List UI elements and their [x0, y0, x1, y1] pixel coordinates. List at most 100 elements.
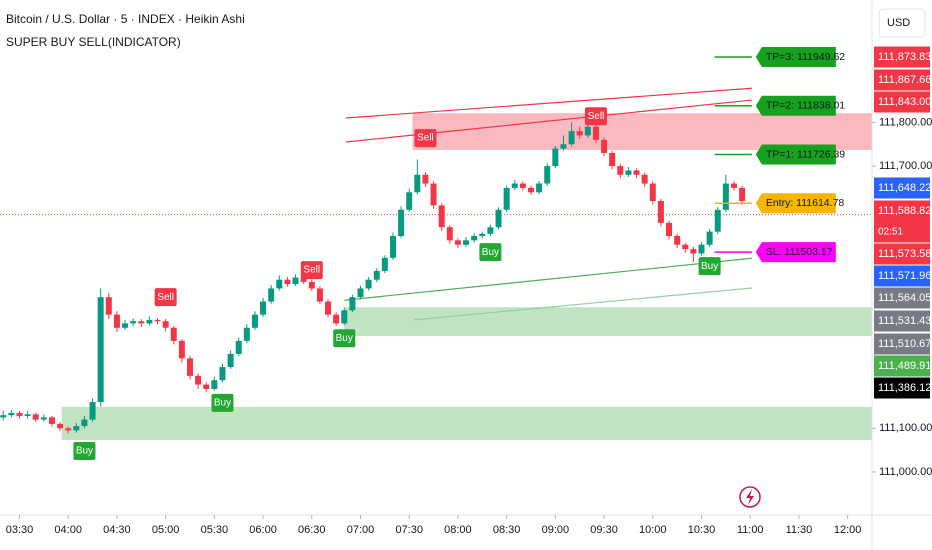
x-tick-label: 03:30 [6, 524, 34, 536]
candle-body [97, 297, 104, 403]
candle-body [300, 277, 307, 282]
candle-body [325, 301, 332, 315]
level-box [755, 46, 836, 67]
y-tick-label: 111,100.00 [879, 422, 932, 434]
level-label: TP=1: 111726.39 [766, 148, 845, 160]
price-label-text: 111,867.66 [878, 74, 931, 86]
y-tick-label: 111,000.00 [879, 466, 932, 478]
candle-body [633, 170, 640, 175]
signal-label: Buy [73, 442, 96, 461]
signal-box [73, 442, 96, 461]
candle-body [463, 240, 470, 245]
x-tick-label: 09:30 [590, 524, 618, 536]
price-label-box [874, 355, 930, 377]
price-label-text: 111,489.91 [878, 360, 931, 372]
candle-body [57, 423, 64, 429]
candle-body [292, 277, 299, 285]
candle-body [625, 170, 632, 175]
candle-body [609, 152, 616, 167]
candle-body [8, 412, 15, 416]
candle-body [479, 233, 486, 236]
candle-body [276, 279, 283, 289]
candle-body [487, 227, 494, 234]
candle-body [24, 414, 31, 417]
candle-body [113, 314, 120, 328]
price-label-box [874, 177, 930, 199]
price-label: 111,873.83 [874, 46, 931, 68]
x-tick-label: 12:00 [834, 524, 862, 536]
price-label: 111,531.43 [874, 310, 931, 332]
candle-body [365, 279, 372, 289]
candle-body [316, 288, 323, 302]
signal-label: Buy [333, 329, 356, 348]
price-label: 111,573.58 [874, 243, 931, 265]
price-label: 111,564.05 [874, 287, 931, 309]
candle-body [552, 148, 559, 167]
price-label-text: 111,564.05 [878, 292, 931, 304]
countdown: 02:51 [878, 227, 903, 238]
candle-body [170, 327, 177, 341]
price-label-text: 111,386.12 [878, 382, 931, 394]
price-label-text: 111,573.58 [878, 248, 931, 260]
lightning-icon[interactable] [739, 486, 761, 508]
candle-body [714, 209, 721, 232]
currency-button[interactable] [878, 8, 926, 38]
signal-box [698, 257, 721, 276]
signal-text: Sell [588, 111, 605, 122]
x-tick-label: 09:00 [542, 524, 570, 536]
signal-box [300, 261, 323, 280]
candle-body [219, 367, 226, 381]
x-tick-label: 07:00 [347, 524, 375, 536]
currency[interactable]: USD [887, 17, 910, 29]
candle-body [657, 201, 664, 223]
candle-body [503, 187, 510, 210]
price-label-box [874, 333, 930, 355]
signal-label: Sell [584, 107, 607, 126]
x-tick-label: 07:30 [395, 524, 423, 536]
candle-body [568, 131, 575, 145]
level-label: TP=2: 111838.01 [766, 100, 845, 112]
price-label: 111,489.91 [874, 355, 931, 377]
x-tick-label: 06:00 [249, 524, 277, 536]
candle-body [698, 244, 705, 254]
candle-body [495, 209, 502, 228]
x-tick-label: 11:00 [737, 524, 764, 536]
y-tick-label: 111,700.00 [879, 160, 932, 172]
price-label-box [874, 377, 930, 399]
candle-body [438, 205, 445, 228]
candle-body [730, 183, 737, 188]
candle-body [16, 412, 23, 417]
price-label-box [874, 91, 930, 113]
candle-body [739, 187, 746, 202]
candle-body [446, 227, 453, 241]
candle-body [130, 321, 137, 324]
candle-body [454, 240, 461, 245]
candle-body [227, 353, 234, 368]
price-label-box [874, 287, 930, 309]
price-label-box [874, 243, 930, 265]
indicator-name[interactable]: SUPER BUY SELL(INDICATOR) [6, 35, 181, 49]
candle-body [235, 340, 242, 354]
level-box [755, 242, 836, 263]
candle-body [89, 402, 96, 420]
candle-body [284, 279, 291, 285]
candle-body [341, 310, 348, 324]
candle-body [560, 144, 567, 149]
level-label: Entry: 111614.78 [766, 197, 845, 209]
candle-body [584, 126, 591, 136]
candle-body [138, 321, 145, 324]
trendline [345, 99, 752, 143]
candle-body [268, 288, 275, 302]
candle-body [722, 183, 729, 210]
candle-body [682, 244, 689, 250]
candle-body [260, 301, 267, 315]
candle-body [471, 235, 478, 241]
x-tick-label: 08:00 [444, 524, 472, 536]
candle-body [666, 222, 673, 236]
signal-label: Sell [300, 261, 323, 280]
candle-body [40, 417, 47, 420]
candle-body [690, 249, 697, 254]
price-label-box [874, 46, 930, 68]
